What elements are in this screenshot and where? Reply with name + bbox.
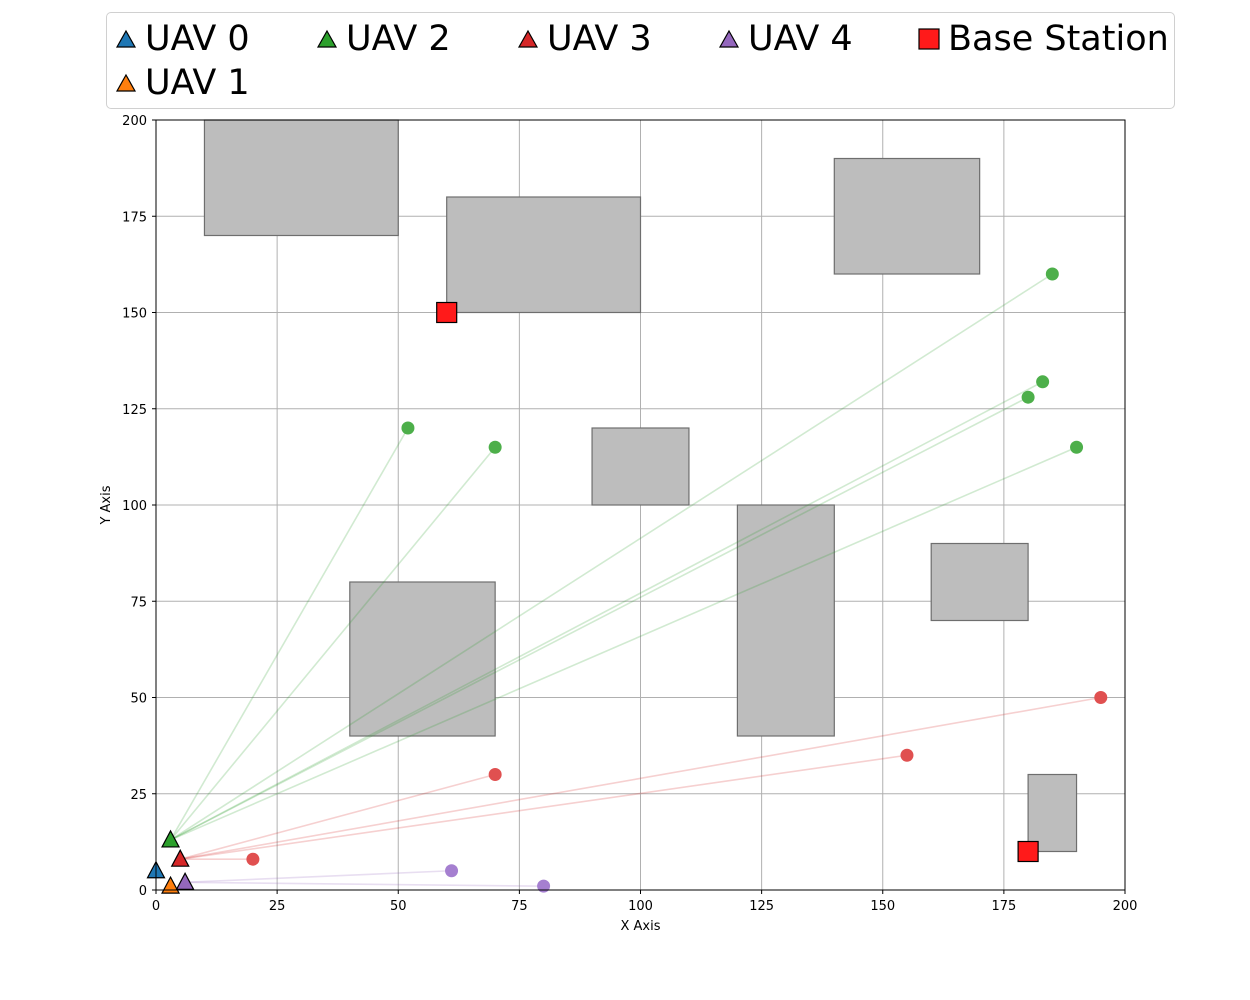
target-point — [246, 852, 260, 866]
x-tick-label: 125 — [749, 899, 774, 914]
connection-line — [169, 427, 409, 841]
connection-line — [169, 446, 496, 841]
connection-line — [170, 396, 1029, 841]
obstacle-rect — [591, 427, 690, 506]
x-tick-label: 150 — [870, 899, 895, 914]
legend-item-uav-3: UAV 3 — [517, 17, 652, 61]
x-axis-label: X Axis — [620, 919, 660, 934]
connection-lines — [169, 273, 1101, 887]
target-point — [1036, 375, 1050, 389]
target-point — [488, 440, 502, 454]
connection-line — [180, 696, 1101, 860]
connection-line — [185, 869, 452, 884]
y-tick-label: 150 — [122, 307, 147, 322]
uav-marker — [161, 829, 181, 848]
legend-item-uav-4: UAV 4 — [718, 17, 853, 61]
obstacles — [203, 119, 1078, 853]
y-tick-label: 100 — [122, 499, 147, 514]
x-tick-label: 0 — [152, 899, 160, 914]
x-tick-label: 50 — [390, 899, 407, 914]
y-axis-label: Y Axis — [99, 485, 114, 525]
target-point — [1021, 390, 1035, 404]
legend-label: UAV 0 — [145, 19, 250, 59]
y-tick-label: 25 — [130, 788, 147, 803]
ticks: 0 25 50 75 100 125 150 175 200 0 25 50 75 100 125 150 17… — [122, 114, 1137, 914]
markers — [146, 267, 1108, 894]
obstacle-rect — [446, 196, 642, 314]
legend-label: UAV 2 — [346, 19, 451, 59]
x-tick-label: 175 — [991, 899, 1016, 914]
uav-marker — [161, 875, 181, 894]
x-tick-label: 25 — [269, 899, 286, 914]
obstacle-rect — [1027, 773, 1078, 853]
connection-line — [170, 446, 1077, 841]
y-tick-label: 50 — [130, 692, 147, 707]
y-tick-label: 75 — [130, 595, 147, 610]
connection-line — [170, 273, 1053, 841]
base-station-marker — [436, 301, 458, 324]
x-tick-label: 100 — [628, 899, 653, 914]
target-point — [900, 748, 914, 762]
legend-item-uav-2: UAV 2 — [316, 17, 451, 61]
x-tick-label: 75 — [511, 899, 528, 914]
triangle-marker-icon — [517, 29, 539, 48]
triangle-marker-icon — [115, 29, 137, 48]
connection-line — [180, 754, 908, 860]
obstacle-rect — [930, 542, 1029, 622]
legend-label: Base Station — [948, 19, 1169, 59]
connection-line — [185, 881, 544, 887]
uav-marker — [170, 848, 190, 867]
target-point — [445, 864, 459, 878]
target-point — [488, 768, 502, 781]
obstacle-rect — [349, 581, 496, 737]
target-point — [1070, 440, 1084, 454]
square-marker-icon — [918, 28, 940, 50]
legend-label: UAV 4 — [748, 19, 853, 59]
target-point — [401, 421, 415, 435]
legend-item-uav-1: UAV 1 — [115, 61, 250, 105]
legend-item-base-station: Base Station — [918, 17, 1169, 61]
legend: UAV 0 UAV 1 UAV 2 UAV 3 UAV 4 Base Stati… — [106, 12, 1175, 109]
target-point — [537, 879, 551, 893]
triangle-marker-icon — [718, 29, 740, 48]
x-tick-label: 200 — [1113, 899, 1138, 914]
y-tick-label: 200 — [122, 114, 147, 129]
y-tick-label: 0 — [139, 884, 147, 899]
base-station-marker — [1017, 840, 1039, 863]
triangle-marker-icon — [316, 29, 338, 48]
obstacle-rect — [203, 119, 399, 237]
y-tick-label: 175 — [122, 210, 147, 225]
target-point — [1045, 267, 1059, 281]
target-point — [1094, 691, 1108, 704]
triangle-marker-icon — [115, 73, 137, 92]
uav-marker — [175, 872, 195, 890]
legend-item-uav-0: UAV 0 — [115, 17, 250, 61]
obstacle-rect — [833, 157, 981, 275]
y-tick-label: 125 — [122, 403, 147, 418]
obstacle-rect — [736, 504, 835, 737]
legend-label: UAV 1 — [145, 63, 250, 103]
legend-label: UAV 3 — [547, 19, 652, 59]
connection-line — [170, 381, 1044, 841]
connection-line — [180, 773, 496, 860]
